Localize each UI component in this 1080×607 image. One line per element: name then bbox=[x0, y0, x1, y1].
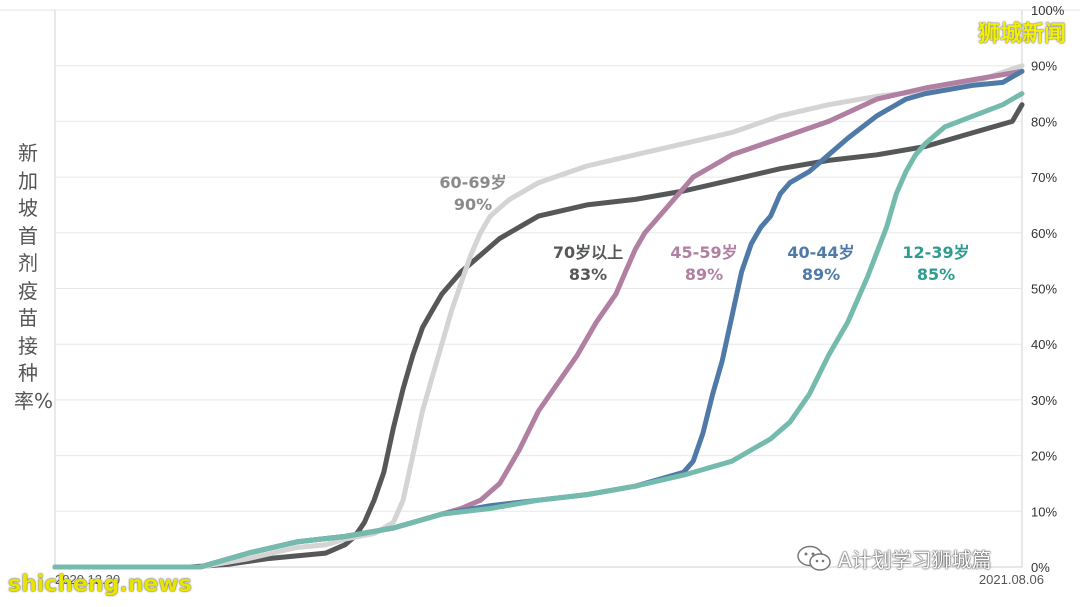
series-line-s60 bbox=[52, 63, 1025, 570]
wechat-source: A计划学习狮城篇 bbox=[796, 544, 992, 573]
series-line-s45 bbox=[52, 68, 1025, 570]
y-tick-label: 30% bbox=[1031, 393, 1057, 408]
series-label-name: 45-59岁 bbox=[670, 243, 737, 262]
series-line-s70 bbox=[52, 102, 1025, 570]
series-label-name: 40-44岁 bbox=[787, 243, 854, 262]
y-tick-label: 20% bbox=[1031, 449, 1057, 464]
y-tick-label: 80% bbox=[1031, 114, 1057, 129]
wechat-label: A计划学习狮城篇 bbox=[838, 548, 992, 572]
series-label-name: 70岁以上 bbox=[553, 243, 623, 262]
wechat-icon bbox=[797, 545, 831, 571]
x-tick-label: 2021.08.06 bbox=[979, 572, 1044, 587]
y-tick-label: 70% bbox=[1031, 170, 1057, 185]
series-line-s40 bbox=[52, 68, 1025, 570]
y-tick-label: 50% bbox=[1031, 282, 1057, 297]
series-label-value: 90% bbox=[454, 195, 492, 214]
bottom-watermark: shicheng.news bbox=[8, 572, 192, 597]
series-label-name: 12-39岁 bbox=[902, 243, 969, 262]
series-label-value: 89% bbox=[802, 265, 840, 284]
y-tick-label: 10% bbox=[1031, 504, 1057, 519]
y-tick-label: 0% bbox=[1031, 560, 1050, 575]
y-tick-label: 100% bbox=[1031, 3, 1065, 18]
y-tick-label: 40% bbox=[1031, 337, 1057, 352]
x-tick-label: 2020.12.30 bbox=[55, 572, 120, 587]
series-label-value: 83% bbox=[569, 265, 607, 284]
series-label-value: 85% bbox=[917, 265, 955, 284]
top-watermark: 狮城新闻 bbox=[977, 22, 1066, 47]
y-tick-label: 90% bbox=[1031, 59, 1057, 74]
y-axis-title: 新加坡首剂疫苗接种率% bbox=[14, 141, 54, 413]
series-label-value: 89% bbox=[685, 265, 723, 284]
series-line-s12 bbox=[52, 91, 1025, 570]
series-label-name: 60-69岁 bbox=[439, 173, 506, 192]
y-tick-label: 60% bbox=[1031, 226, 1057, 241]
